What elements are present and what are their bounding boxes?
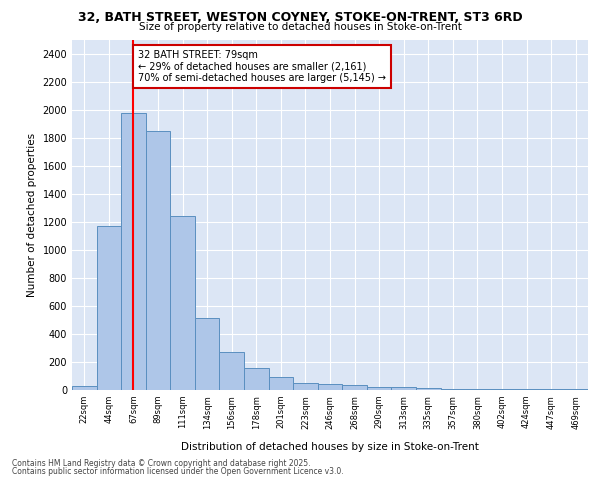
Text: 32 BATH STREET: 79sqm
← 29% of detached houses are smaller (2,161)
70% of semi-d: 32 BATH STREET: 79sqm ← 29% of detached …: [139, 50, 386, 83]
Bar: [293, 383, 318, 390]
Bar: [269, 378, 293, 390]
Bar: [72, 386, 97, 390]
Bar: [416, 388, 440, 390]
Bar: [146, 131, 170, 390]
Bar: [367, 386, 391, 390]
Text: Distribution of detached houses by size in Stoke-on-Trent: Distribution of detached houses by size …: [181, 442, 479, 452]
Bar: [391, 387, 416, 390]
Text: 32, BATH STREET, WESTON COYNEY, STOKE-ON-TRENT, ST3 6RD: 32, BATH STREET, WESTON COYNEY, STOKE-ON…: [77, 11, 523, 24]
Bar: [121, 113, 146, 390]
Text: Contains public sector information licensed under the Open Government Licence v3: Contains public sector information licen…: [12, 467, 344, 476]
Text: Contains HM Land Registry data © Crown copyright and database right 2025.: Contains HM Land Registry data © Crown c…: [12, 458, 311, 468]
Bar: [195, 318, 220, 390]
Bar: [440, 388, 465, 390]
Text: Size of property relative to detached houses in Stoke-on-Trent: Size of property relative to detached ho…: [139, 22, 461, 32]
Bar: [220, 352, 244, 390]
Bar: [318, 384, 342, 390]
Bar: [342, 385, 367, 390]
Bar: [244, 368, 269, 390]
Bar: [170, 216, 195, 390]
Y-axis label: Number of detached properties: Number of detached properties: [27, 133, 37, 297]
Bar: [97, 226, 121, 390]
